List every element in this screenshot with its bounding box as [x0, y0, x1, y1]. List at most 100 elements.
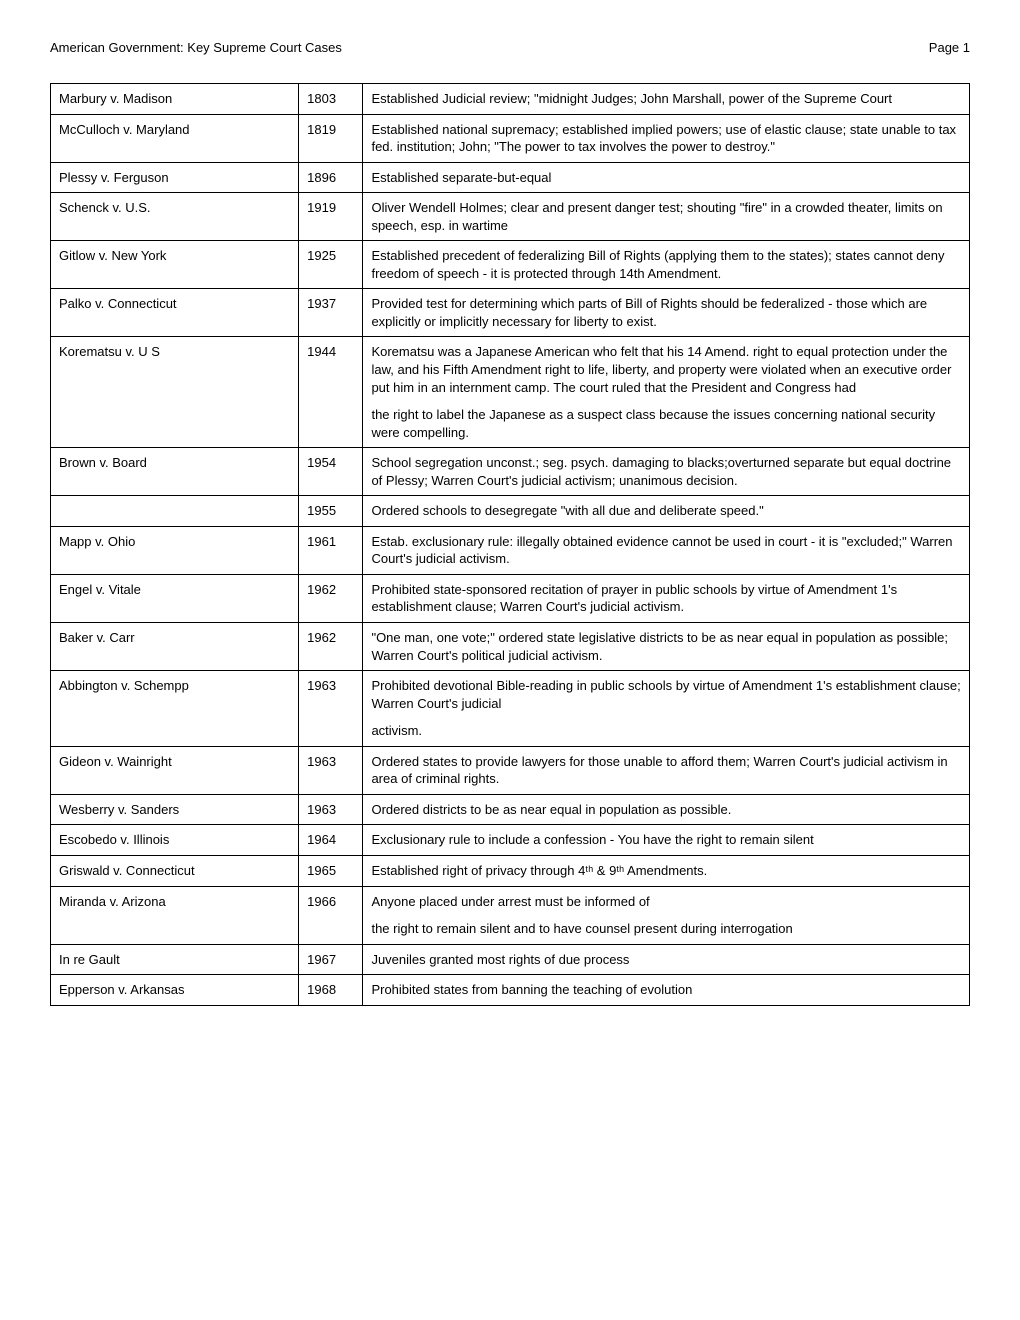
case-year: 1963	[299, 746, 363, 794]
case-year: 1963	[299, 671, 363, 747]
case-name: Schenck v. U.S.	[51, 193, 299, 241]
case-name: Abbington v. Schempp	[51, 671, 299, 747]
case-name: Epperson v. Arkansas	[51, 975, 299, 1006]
case-description-paragraph: Exclusionary rule to include a confessio…	[371, 831, 961, 849]
case-description: Estab. exclusionary rule: illegally obta…	[363, 526, 970, 574]
case-description-paragraph: the right to label the Japanese as a sus…	[371, 406, 961, 441]
cases-table: Marbury v. Madison1803 Established Judici…	[50, 83, 970, 1006]
table-row: In re Gault1967 Juveniles granted most ri…	[51, 944, 970, 975]
case-year: 1925	[299, 241, 363, 289]
case-description-paragraph: Established Judicial review; "midnight J…	[371, 90, 961, 108]
case-description-paragraph: Estab. exclusionary rule: illegally obta…	[371, 533, 961, 568]
table-row: Brown v. Board1954School segregation unc…	[51, 448, 970, 496]
table-row: McCulloch v. Maryland1819Established nat…	[51, 114, 970, 162]
case-description: Prohibited state-sponsored recitation of…	[363, 574, 970, 622]
case-name: Wesberry v. Sanders	[51, 794, 299, 825]
case-description: Established precedent of federalizing Bi…	[363, 241, 970, 289]
table-row: Griswald v. Connecticut1965Established r…	[51, 855, 970, 886]
case-year: 1966	[299, 886, 363, 944]
case-description-paragraph: Established precedent of federalizing Bi…	[371, 247, 961, 282]
case-year: 1819	[299, 114, 363, 162]
case-description-paragraph: the right to remain silent and to have c…	[371, 920, 961, 938]
table-row: Korematsu v. U S1944Korematsu was a Japa…	[51, 337, 970, 448]
table-row: Abbington v. Schempp1963Prohibited devot…	[51, 671, 970, 747]
case-year: 1944	[299, 337, 363, 448]
case-description-paragraph: Established separate-but-equal	[371, 169, 961, 187]
case-description: Ordered districts to be as near equal in…	[363, 794, 970, 825]
case-year: 1954	[299, 448, 363, 496]
table-row: Epperson v. Arkansas1968 Prohibited state…	[51, 975, 970, 1006]
table-row: Gideon v. Wainright1963Ordered states to…	[51, 746, 970, 794]
table-row: Engel v. Vitale1962Prohibited state-spon…	[51, 574, 970, 622]
case-description-paragraph: Prohibited states from banning the teach…	[371, 981, 961, 999]
case-year: 1955	[299, 496, 363, 527]
case-description-paragraph: Anyone placed under arrest must be infor…	[371, 893, 961, 911]
case-year: 1962	[299, 574, 363, 622]
case-name: Griswald v. Connecticut	[51, 855, 299, 886]
case-description: Provided test for determining which part…	[363, 289, 970, 337]
case-description: Exclusionary rule to include a confessio…	[363, 825, 970, 856]
table-row: Palko v. Connecticut1937Provided test fo…	[51, 289, 970, 337]
case-description-paragraph: activism.	[371, 722, 961, 740]
case-name: Gitlow v. New York	[51, 241, 299, 289]
header-left: American Government: Key Supreme Court C…	[50, 40, 342, 55]
case-year: 1919	[299, 193, 363, 241]
table-row: Marbury v. Madison1803 Established Judici…	[51, 84, 970, 115]
case-description-paragraph: Ordered schools to desegregate "with all…	[371, 502, 961, 520]
case-name: Plessy v. Ferguson	[51, 162, 299, 193]
case-year: 1803	[299, 84, 363, 115]
case-description: School segregation unconst.; seg. psych.…	[363, 448, 970, 496]
case-description: Prohibited devotional Bible-reading in p…	[363, 671, 970, 747]
case-name: McCulloch v. Maryland	[51, 114, 299, 162]
table-row: Gitlow v. New York1925Established preced…	[51, 241, 970, 289]
case-description: Ordered schools to desegregate "with all…	[363, 496, 970, 527]
table-row: Miranda v. Arizona1966 Anyone placed unde…	[51, 886, 970, 944]
case-description: Ordered states to provide lawyers for th…	[363, 746, 970, 794]
case-name: Miranda v. Arizona	[51, 886, 299, 944]
case-description-paragraph: "One man, one vote;" ordered state legis…	[371, 629, 961, 664]
case-name: Engel v. Vitale	[51, 574, 299, 622]
case-description: "One man, one vote;" ordered state legis…	[363, 623, 970, 671]
case-name: In re Gault	[51, 944, 299, 975]
case-description-paragraph: Prohibited state-sponsored recitation of…	[371, 581, 961, 616]
case-name: Palko v. Connecticut	[51, 289, 299, 337]
case-year: 1962	[299, 623, 363, 671]
case-name: Brown v. Board	[51, 448, 299, 496]
case-description-paragraph: Established national supremacy; establis…	[371, 121, 961, 156]
case-year: 1965	[299, 855, 363, 886]
case-description: Juveniles granted most rights of due pro…	[363, 944, 970, 975]
table-row: 1955 Ordered schools to desegregate "with…	[51, 496, 970, 527]
case-description: Prohibited states from banning the teach…	[363, 975, 970, 1006]
header-right: Page 1	[929, 40, 970, 55]
case-year: 1963	[299, 794, 363, 825]
case-description-paragraph: Ordered districts to be as near equal in…	[371, 801, 961, 819]
case-description-paragraph: Provided test for determining which part…	[371, 295, 961, 330]
table-row: Mapp v. Ohio1961Estab. exclusionary rule…	[51, 526, 970, 574]
case-year: 1967	[299, 944, 363, 975]
case-name: Korematsu v. U S	[51, 337, 299, 448]
table-row: Plessy v. Ferguson1896 Established separa…	[51, 162, 970, 193]
case-description: Oliver Wendell Holmes; clear and present…	[363, 193, 970, 241]
case-description-paragraph: Ordered states to provide lawyers for th…	[371, 753, 961, 788]
case-description: Korematsu was a Japanese American who fe…	[363, 337, 970, 448]
case-description: Anyone placed under arrest must be infor…	[363, 886, 970, 944]
case-description: Established Judicial review; "midnight J…	[363, 84, 970, 115]
case-year: 1968	[299, 975, 363, 1006]
table-row: Baker v. Carr1962"One man, one vote;" or…	[51, 623, 970, 671]
table-row: Schenck v. U.S.1919Oliver Wendell Holmes…	[51, 193, 970, 241]
case-year: 1961	[299, 526, 363, 574]
case-name: Marbury v. Madison	[51, 84, 299, 115]
table-row: Wesberry v. Sanders1963 Ordered districts…	[51, 794, 970, 825]
case-year: 1896	[299, 162, 363, 193]
case-description: Established separate-but-equal	[363, 162, 970, 193]
case-name: Escobedo v. Illinois	[51, 825, 299, 856]
case-name: Gideon v. Wainright	[51, 746, 299, 794]
case-description-paragraph: School segregation unconst.; seg. psych.…	[371, 454, 961, 489]
case-description-paragraph: Prohibited devotional Bible-reading in p…	[371, 677, 961, 712]
case-name	[51, 496, 299, 527]
case-description-paragraph: Korematsu was a Japanese American who fe…	[371, 343, 961, 396]
page-header: American Government: Key Supreme Court C…	[50, 40, 970, 55]
case-name: Baker v. Carr	[51, 623, 299, 671]
case-year: 1964	[299, 825, 363, 856]
case-description-paragraph: Juveniles granted most rights of due pro…	[371, 951, 961, 969]
